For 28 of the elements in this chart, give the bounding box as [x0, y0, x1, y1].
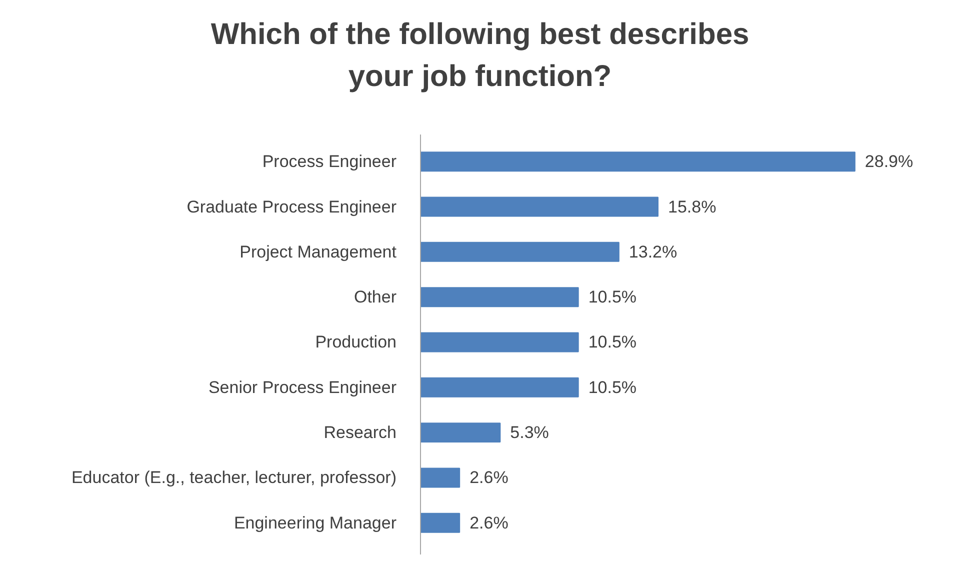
- bar: [420, 196, 659, 217]
- y-tick-label: Senior Process Engineer: [208, 378, 397, 397]
- data-label: 10.5%: [588, 288, 637, 307]
- y-tick-label: Production: [315, 332, 397, 352]
- data-label: 2.6%: [470, 468, 508, 488]
- y-tick-label: Process Engineer: [262, 152, 397, 172]
- y-tick-label: Other: [354, 288, 397, 307]
- data-label: 10.5%: [588, 332, 637, 352]
- bar: [420, 468, 460, 488]
- bar: [420, 152, 856, 172]
- data-label: 2.6%: [470, 513, 508, 532]
- y-tick-label: Engineering Manager: [234, 513, 397, 532]
- data-label: 15.8%: [668, 197, 716, 216]
- bar: [420, 332, 579, 352]
- bar: [420, 512, 460, 533]
- bar: [420, 377, 579, 398]
- bar: [420, 422, 501, 443]
- bar: [420, 242, 620, 262]
- chart-title: Which of the following best describes your job function?: [210, 17, 750, 95]
- y-tick-label: Graduate Process Engineer: [186, 197, 397, 216]
- data-label: 13.2%: [628, 242, 678, 262]
- y-tick-label: Educator (E.g., teacher, lecturer, professor): [71, 468, 397, 488]
- data-label: 5.3%: [510, 423, 549, 442]
- y-tick-label: Research: [324, 423, 397, 442]
- y-tick-label: Project Management: [240, 242, 397, 262]
- bar: [420, 287, 579, 308]
- data-label: 28.9%: [864, 152, 914, 172]
- data-label: 10.5%: [588, 378, 637, 397]
